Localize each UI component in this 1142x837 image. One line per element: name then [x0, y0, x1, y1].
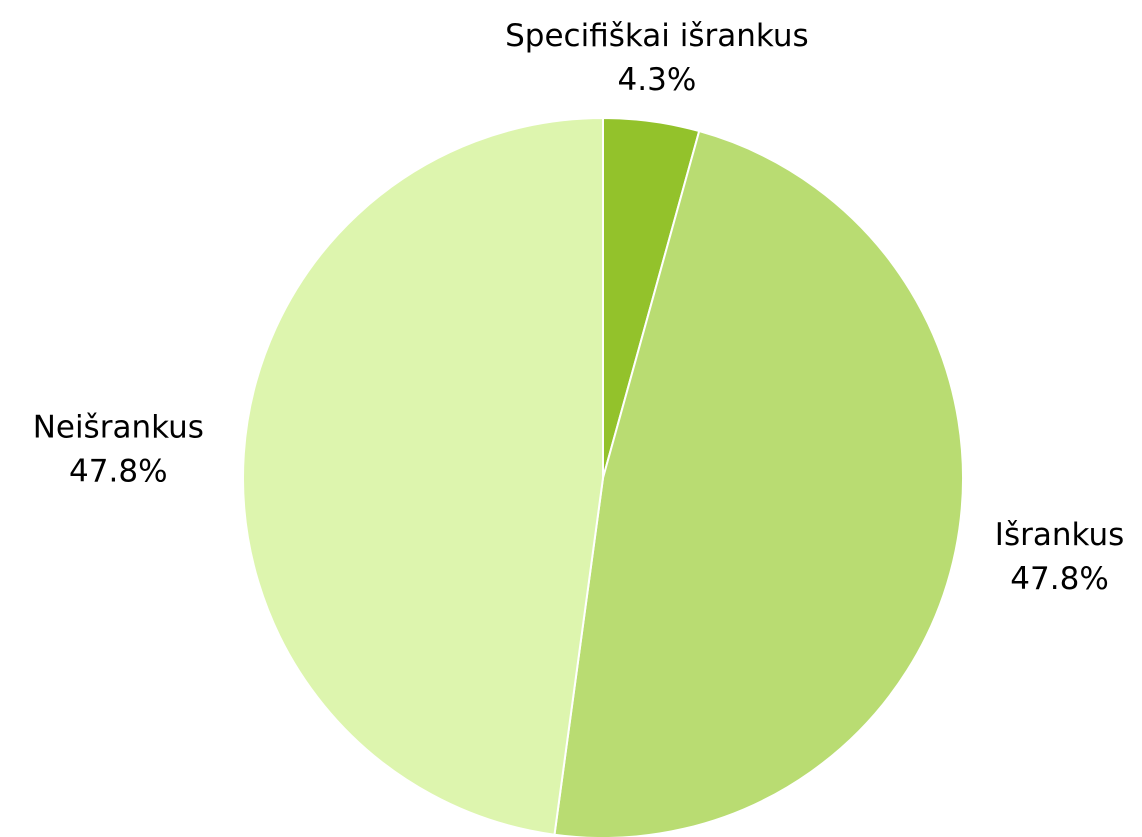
- slice-value-label: 47.8%: [69, 453, 167, 489]
- slice-label: Neišrankus: [33, 409, 204, 445]
- slice-value-label: 4.3%: [618, 62, 697, 98]
- pie-slice: [553, 129, 964, 837]
- slice-label: Išrankus: [995, 517, 1124, 553]
- slice-label: Specifiškai išrankus: [505, 18, 809, 54]
- slice-value-label: 47.8%: [1010, 561, 1108, 597]
- pie-slice: [241, 116, 604, 836]
